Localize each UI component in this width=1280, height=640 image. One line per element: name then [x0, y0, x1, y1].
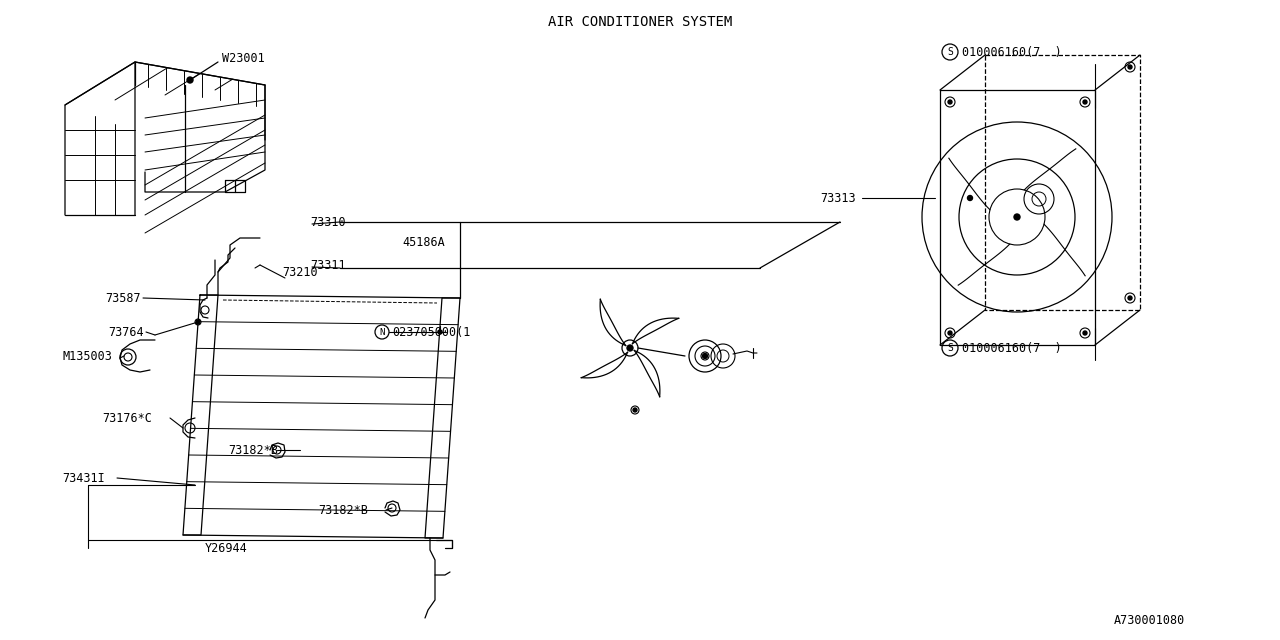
Text: 73587: 73587 [105, 291, 141, 305]
Text: 45186A: 45186A [402, 236, 444, 248]
Circle shape [1014, 214, 1020, 220]
Text: 73182*B: 73182*B [317, 504, 367, 516]
Circle shape [948, 331, 952, 335]
Text: 73313: 73313 [820, 191, 855, 205]
Circle shape [968, 195, 973, 200]
Text: S: S [947, 47, 952, 57]
Circle shape [948, 100, 952, 104]
Circle shape [1083, 331, 1087, 335]
Text: 73431I: 73431I [61, 472, 105, 484]
Circle shape [187, 77, 193, 83]
Text: 73182*B: 73182*B [228, 444, 278, 456]
Text: 010006160(7  ): 010006160(7 ) [963, 45, 1061, 58]
Text: 010006160(7  ): 010006160(7 ) [963, 342, 1061, 355]
Circle shape [1083, 100, 1087, 104]
Text: S: S [947, 343, 952, 353]
Text: 73210: 73210 [282, 266, 317, 278]
Circle shape [1128, 65, 1132, 69]
Circle shape [1128, 296, 1132, 300]
Text: N: N [379, 328, 385, 337]
Circle shape [703, 353, 708, 358]
Circle shape [634, 408, 637, 412]
Text: 73311: 73311 [310, 259, 346, 271]
Text: AIR CONDITIONER SYSTEM: AIR CONDITIONER SYSTEM [548, 15, 732, 29]
Text: Y26944: Y26944 [205, 541, 248, 554]
Circle shape [438, 330, 442, 334]
Text: W23001: W23001 [221, 51, 265, 65]
Circle shape [196, 320, 200, 324]
Circle shape [627, 345, 634, 351]
Text: 023705000(1: 023705000(1 [392, 326, 470, 339]
Text: 73764: 73764 [108, 326, 143, 339]
Text: 73176*C: 73176*C [102, 412, 152, 424]
Text: M135003: M135003 [61, 349, 111, 362]
Text: A730001080: A730001080 [1114, 614, 1185, 627]
Text: 73310: 73310 [310, 216, 346, 228]
